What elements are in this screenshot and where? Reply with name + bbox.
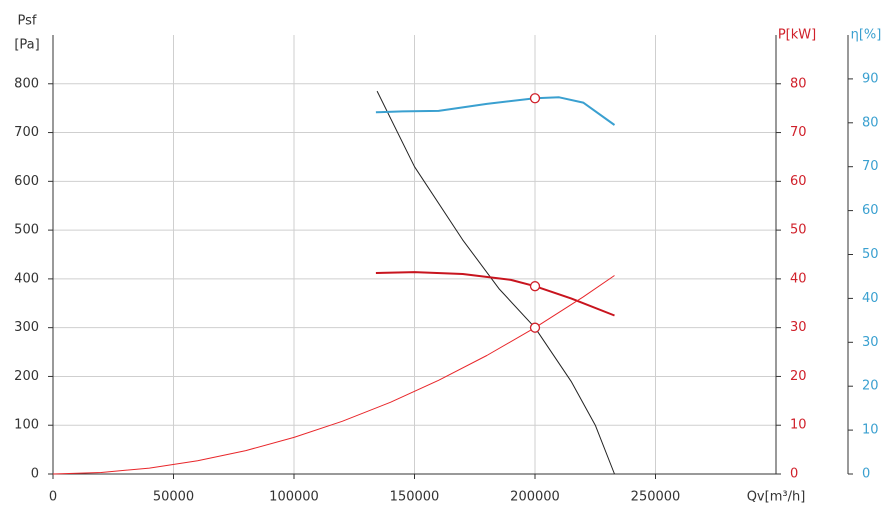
y-tick-label: 100: [14, 418, 39, 433]
y3-tick-label: 50: [862, 247, 879, 262]
x-tick-label: 50000: [153, 490, 194, 505]
y3-tick-label: 90: [862, 71, 879, 86]
y-tick-label: 300: [14, 320, 39, 335]
y-tick-label: 0: [31, 467, 39, 482]
y2-tick-label: 10: [790, 418, 807, 433]
y-tick-label: 600: [14, 174, 39, 189]
x-axis-title: Qv[m³/h]: [747, 490, 806, 505]
y-tick-label: 400: [14, 271, 39, 286]
y2-tick-label: 30: [790, 320, 807, 335]
y3-tick-label: 60: [862, 203, 879, 218]
y3-tick-label: 20: [862, 379, 879, 394]
x-tick-label: 0: [49, 490, 57, 505]
y3-tick-label: 10: [862, 423, 879, 438]
y2-tick-label: 40: [790, 271, 807, 286]
y2-tick-label: 50: [790, 223, 807, 238]
operating-point: [529, 281, 541, 292]
curve: [52, 275, 615, 475]
y2-tick-label: 80: [790, 76, 807, 91]
x-tick-label: 150000: [390, 490, 440, 505]
y3-axis-title: η[%]: [851, 28, 882, 43]
curve: [375, 96, 616, 126]
y-tick-label: 800: [14, 76, 39, 91]
y3-tick-label: 80: [862, 115, 879, 130]
operating-point: [529, 93, 541, 104]
y-tick-label: 500: [14, 223, 39, 238]
y3-tick-label: 0: [862, 467, 870, 482]
y-tick-label: 700: [14, 125, 39, 140]
y2-tick-label: 60: [790, 174, 807, 189]
y2-tick-label: 70: [790, 125, 807, 140]
x-tick-label: 250000: [631, 490, 681, 505]
curve: [375, 271, 615, 317]
operating-point: [529, 322, 541, 333]
y-tick-label: 200: [14, 369, 39, 384]
y3-tick-label: 30: [862, 335, 879, 350]
y3-tick-label: 70: [862, 159, 879, 174]
curve: [376, 90, 615, 475]
x-tick-label: 100000: [269, 490, 319, 505]
y2-tick-label: 0: [790, 467, 798, 482]
y2-axis-title: P[kW]: [778, 28, 816, 43]
y2-tick-label: 20: [790, 369, 807, 384]
y-axis-title: Psf: [18, 14, 37, 29]
y-axis-unit: [Pa]: [14, 38, 39, 53]
x-tick-label: 200000: [510, 490, 560, 505]
y3-tick-label: 40: [862, 291, 879, 306]
